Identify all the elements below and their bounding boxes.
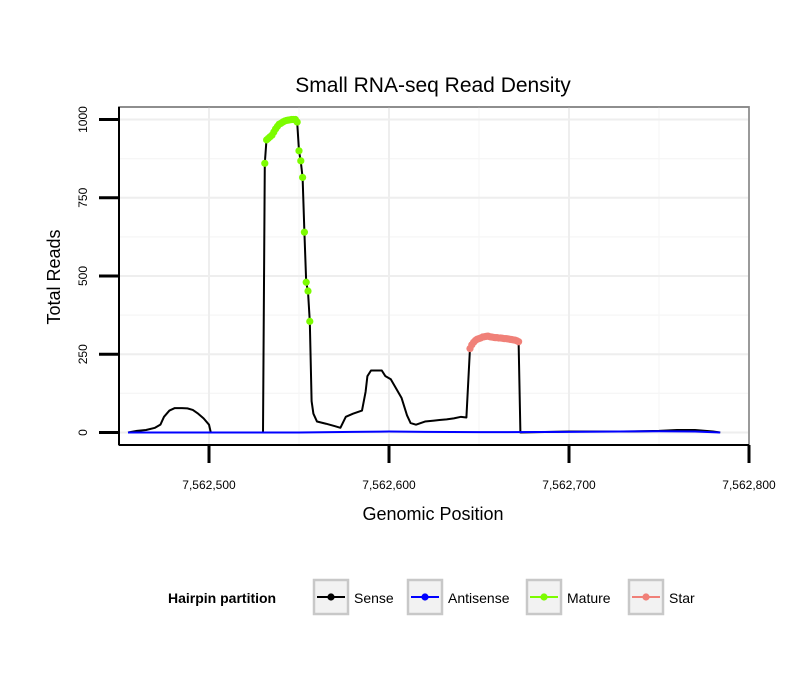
legend-item-mature: Mature <box>525 578 611 616</box>
legend-key-point <box>540 593 548 601</box>
legend-label-mature: Mature <box>567 590 611 606</box>
mature-point <box>300 228 308 236</box>
legend-item-antisense: Antisense <box>406 578 510 616</box>
y-tick-label: 0 <box>76 429 90 436</box>
series-layer <box>127 115 721 434</box>
mature-point <box>304 287 312 295</box>
chart-title: Small RNA-seq Read Density <box>295 74 571 97</box>
legend: Hairpin partition Sense Antisense Mature St… <box>168 578 695 616</box>
x-tick-label: 7,562,800 <box>722 478 776 492</box>
mature-point <box>302 278 310 286</box>
mature-point <box>299 173 307 182</box>
antisense-line <box>128 430 721 434</box>
x-axis-title: Genomic Position <box>362 504 503 524</box>
mature-point <box>306 317 314 325</box>
mature-point <box>297 157 305 165</box>
legend-item-star: Star <box>627 578 695 616</box>
legend-label-star: Star <box>669 590 695 606</box>
x-tick-label: 7,562,700 <box>542 478 596 492</box>
x-tick-label: 7,562,500 <box>182 478 236 492</box>
mature-point <box>295 147 303 155</box>
y-tick-label: 250 <box>76 344 90 364</box>
mature-point <box>293 118 301 126</box>
x-tick-label: 7,562,600 <box>362 478 416 492</box>
legend-label-sense: Sense <box>354 590 394 606</box>
x-axis-ticks: 7,562,500 7,562,600 7,562,700 7,562,800 <box>182 445 776 492</box>
star-point <box>515 338 523 346</box>
legend-key-point <box>421 593 429 601</box>
y-tick-label: 750 <box>76 187 90 207</box>
y-tick-label: 1000 <box>76 106 90 133</box>
legend-title: Hairpin partition <box>168 590 276 606</box>
legend-item-sense: Sense <box>312 578 394 616</box>
y-axis-title: Total Reads <box>44 229 64 324</box>
y-axis-ticks: 0 250 500 750 1000 <box>76 106 119 436</box>
legend-key-point <box>642 593 650 601</box>
y-tick-label: 500 <box>76 266 90 286</box>
mature-point <box>261 159 269 167</box>
legend-key-point <box>327 593 335 601</box>
legend-label-antisense: Antisense <box>448 590 510 606</box>
